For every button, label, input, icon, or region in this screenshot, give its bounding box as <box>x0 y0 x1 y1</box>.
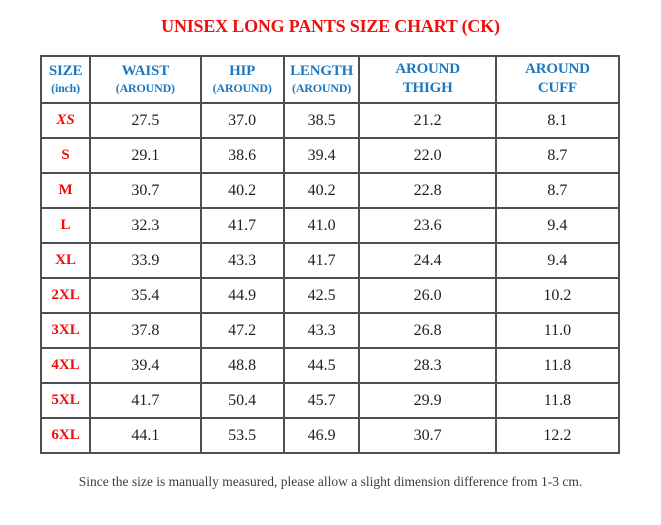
waist-value: 29.1 <box>89 137 202 174</box>
thigh-value: 22.8 <box>358 172 497 209</box>
length-value: 40.2 <box>282 172 361 209</box>
table-row-xl: XL 33.9 43.3 41.7 24.4 9.4 <box>39 242 621 279</box>
table-row-3xl: 3XL 37.8 47.2 43.3 26.8 11.0 <box>39 312 621 349</box>
size-label: 3XL <box>39 312 92 349</box>
col-header-size-label: SIZE <box>48 63 83 79</box>
hip-value: 38.6 <box>199 137 285 174</box>
hip-value: 44.9 <box>199 277 285 314</box>
cuff-value: 12.2 <box>494 417 621 454</box>
thigh-value: 23.6 <box>358 207 497 244</box>
hip-value: 37.0 <box>199 102 285 139</box>
hip-value: 43.3 <box>199 242 285 279</box>
size-label: M <box>39 172 92 209</box>
thigh-value: 29.9 <box>358 382 497 419</box>
waist-value: 32.3 <box>89 207 202 244</box>
waist-value: 37.8 <box>89 312 202 349</box>
size-label: L <box>39 207 92 244</box>
thigh-value: 21.2 <box>358 102 497 139</box>
cuff-value: 9.4 <box>494 207 621 244</box>
cuff-value: 11.8 <box>494 347 621 384</box>
col-header-waist: WAIST (AROUND) <box>89 55 202 104</box>
table-row-l: L 32.3 41.7 41.0 23.6 9.4 <box>39 207 621 244</box>
length-value: 39.4 <box>282 137 361 174</box>
length-value: 42.5 <box>282 277 361 314</box>
measurement-disclaimer: Since the size is manually measured, ple… <box>78 474 583 489</box>
col-header-around-thigh: AROUND THIGH <box>358 55 497 104</box>
col-header-cuff-line2: CUFF <box>537 80 578 96</box>
size-label: 4XL <box>39 347 92 384</box>
waist-value: 35.4 <box>89 277 202 314</box>
cuff-value: 10.2 <box>494 277 621 314</box>
size-label: 6XL <box>39 417 92 454</box>
size-label: XL <box>39 242 92 279</box>
waist-value: 39.4 <box>89 347 202 384</box>
size-label: 2XL <box>39 277 92 314</box>
hip-value: 53.5 <box>199 417 285 454</box>
col-header-waist-sub: (AROUND) <box>115 81 175 95</box>
thigh-value: 24.4 <box>358 242 497 279</box>
hip-value: 41.7 <box>199 207 285 244</box>
col-header-length: LENGTH (AROUND) <box>282 55 361 104</box>
table-row-5xl: 5XL 41.7 50.4 45.7 29.9 11.8 <box>39 382 621 419</box>
waist-value: 44.1 <box>89 417 202 454</box>
thigh-value: 28.3 <box>358 347 497 384</box>
table-row-6xl: 6XL 44.1 53.5 46.9 30.7 12.2 <box>39 417 621 454</box>
size-label: S <box>39 137 92 174</box>
col-header-thigh-line1: AROUND <box>395 61 460 77</box>
size-chart-table: SIZE (inch) WAIST (AROUND) HIP (AROUND) … <box>39 55 621 454</box>
waist-value: 27.5 <box>89 102 202 139</box>
length-value: 44.5 <box>282 347 361 384</box>
length-value: 45.7 <box>282 382 361 419</box>
col-header-thigh-line2: THIGH <box>402 80 453 96</box>
col-header-waist-label: WAIST <box>121 63 170 79</box>
table-row-2xl: 2XL 35.4 44.9 42.5 26.0 10.2 <box>39 277 621 314</box>
length-value: 41.7 <box>282 242 361 279</box>
col-header-size: SIZE (inch) <box>39 55 92 104</box>
thigh-value: 26.0 <box>358 277 497 314</box>
col-header-size-unit: (inch) <box>51 81 80 95</box>
waist-value: 30.7 <box>89 172 202 209</box>
table-row-xs: XS 27.5 37.0 38.5 21.2 8.1 <box>39 102 621 139</box>
size-label: 5XL <box>39 382 92 419</box>
size-label: XS <box>39 102 92 139</box>
length-value: 41.0 <box>282 207 361 244</box>
col-header-length-label: LENGTH <box>290 63 354 79</box>
col-header-hip-sub: (AROUND) <box>212 81 272 95</box>
waist-value: 41.7 <box>89 382 202 419</box>
table-row-m: M 30.7 40.2 40.2 22.8 8.7 <box>39 172 621 209</box>
table-row-4xl: 4XL 39.4 48.8 44.5 28.3 11.8 <box>39 347 621 384</box>
col-header-hip: HIP (AROUND) <box>199 55 285 104</box>
waist-value: 33.9 <box>89 242 202 279</box>
col-header-hip-label: HIP <box>229 63 256 79</box>
length-value: 43.3 <box>282 312 361 349</box>
length-value: 38.5 <box>282 102 361 139</box>
hip-value: 47.2 <box>199 312 285 349</box>
cuff-value: 11.0 <box>494 312 621 349</box>
cuff-value: 8.7 <box>494 172 621 209</box>
thigh-value: 26.8 <box>358 312 497 349</box>
thigh-value: 30.7 <box>358 417 497 454</box>
header-row: SIZE (inch) WAIST (AROUND) HIP (AROUND) … <box>39 55 621 104</box>
col-header-cuff-line1: AROUND <box>525 61 590 77</box>
cuff-value: 8.7 <box>494 137 621 174</box>
hip-value: 40.2 <box>199 172 285 209</box>
hip-value: 50.4 <box>199 382 285 419</box>
hip-value: 48.8 <box>199 347 285 384</box>
cuff-value: 8.1 <box>494 102 621 139</box>
length-value: 46.9 <box>282 417 361 454</box>
col-header-length-sub: (AROUND) <box>292 81 352 95</box>
col-header-around-cuff: AROUND CUFF <box>494 55 621 104</box>
thigh-value: 22.0 <box>358 137 497 174</box>
page-title: UNISEX LONG PANTS SIZE CHART (CK) <box>161 16 500 36</box>
cuff-value: 11.8 <box>494 382 621 419</box>
cuff-value: 9.4 <box>494 242 621 279</box>
table-row-s: S 29.1 38.6 39.4 22.0 8.7 <box>39 137 621 174</box>
